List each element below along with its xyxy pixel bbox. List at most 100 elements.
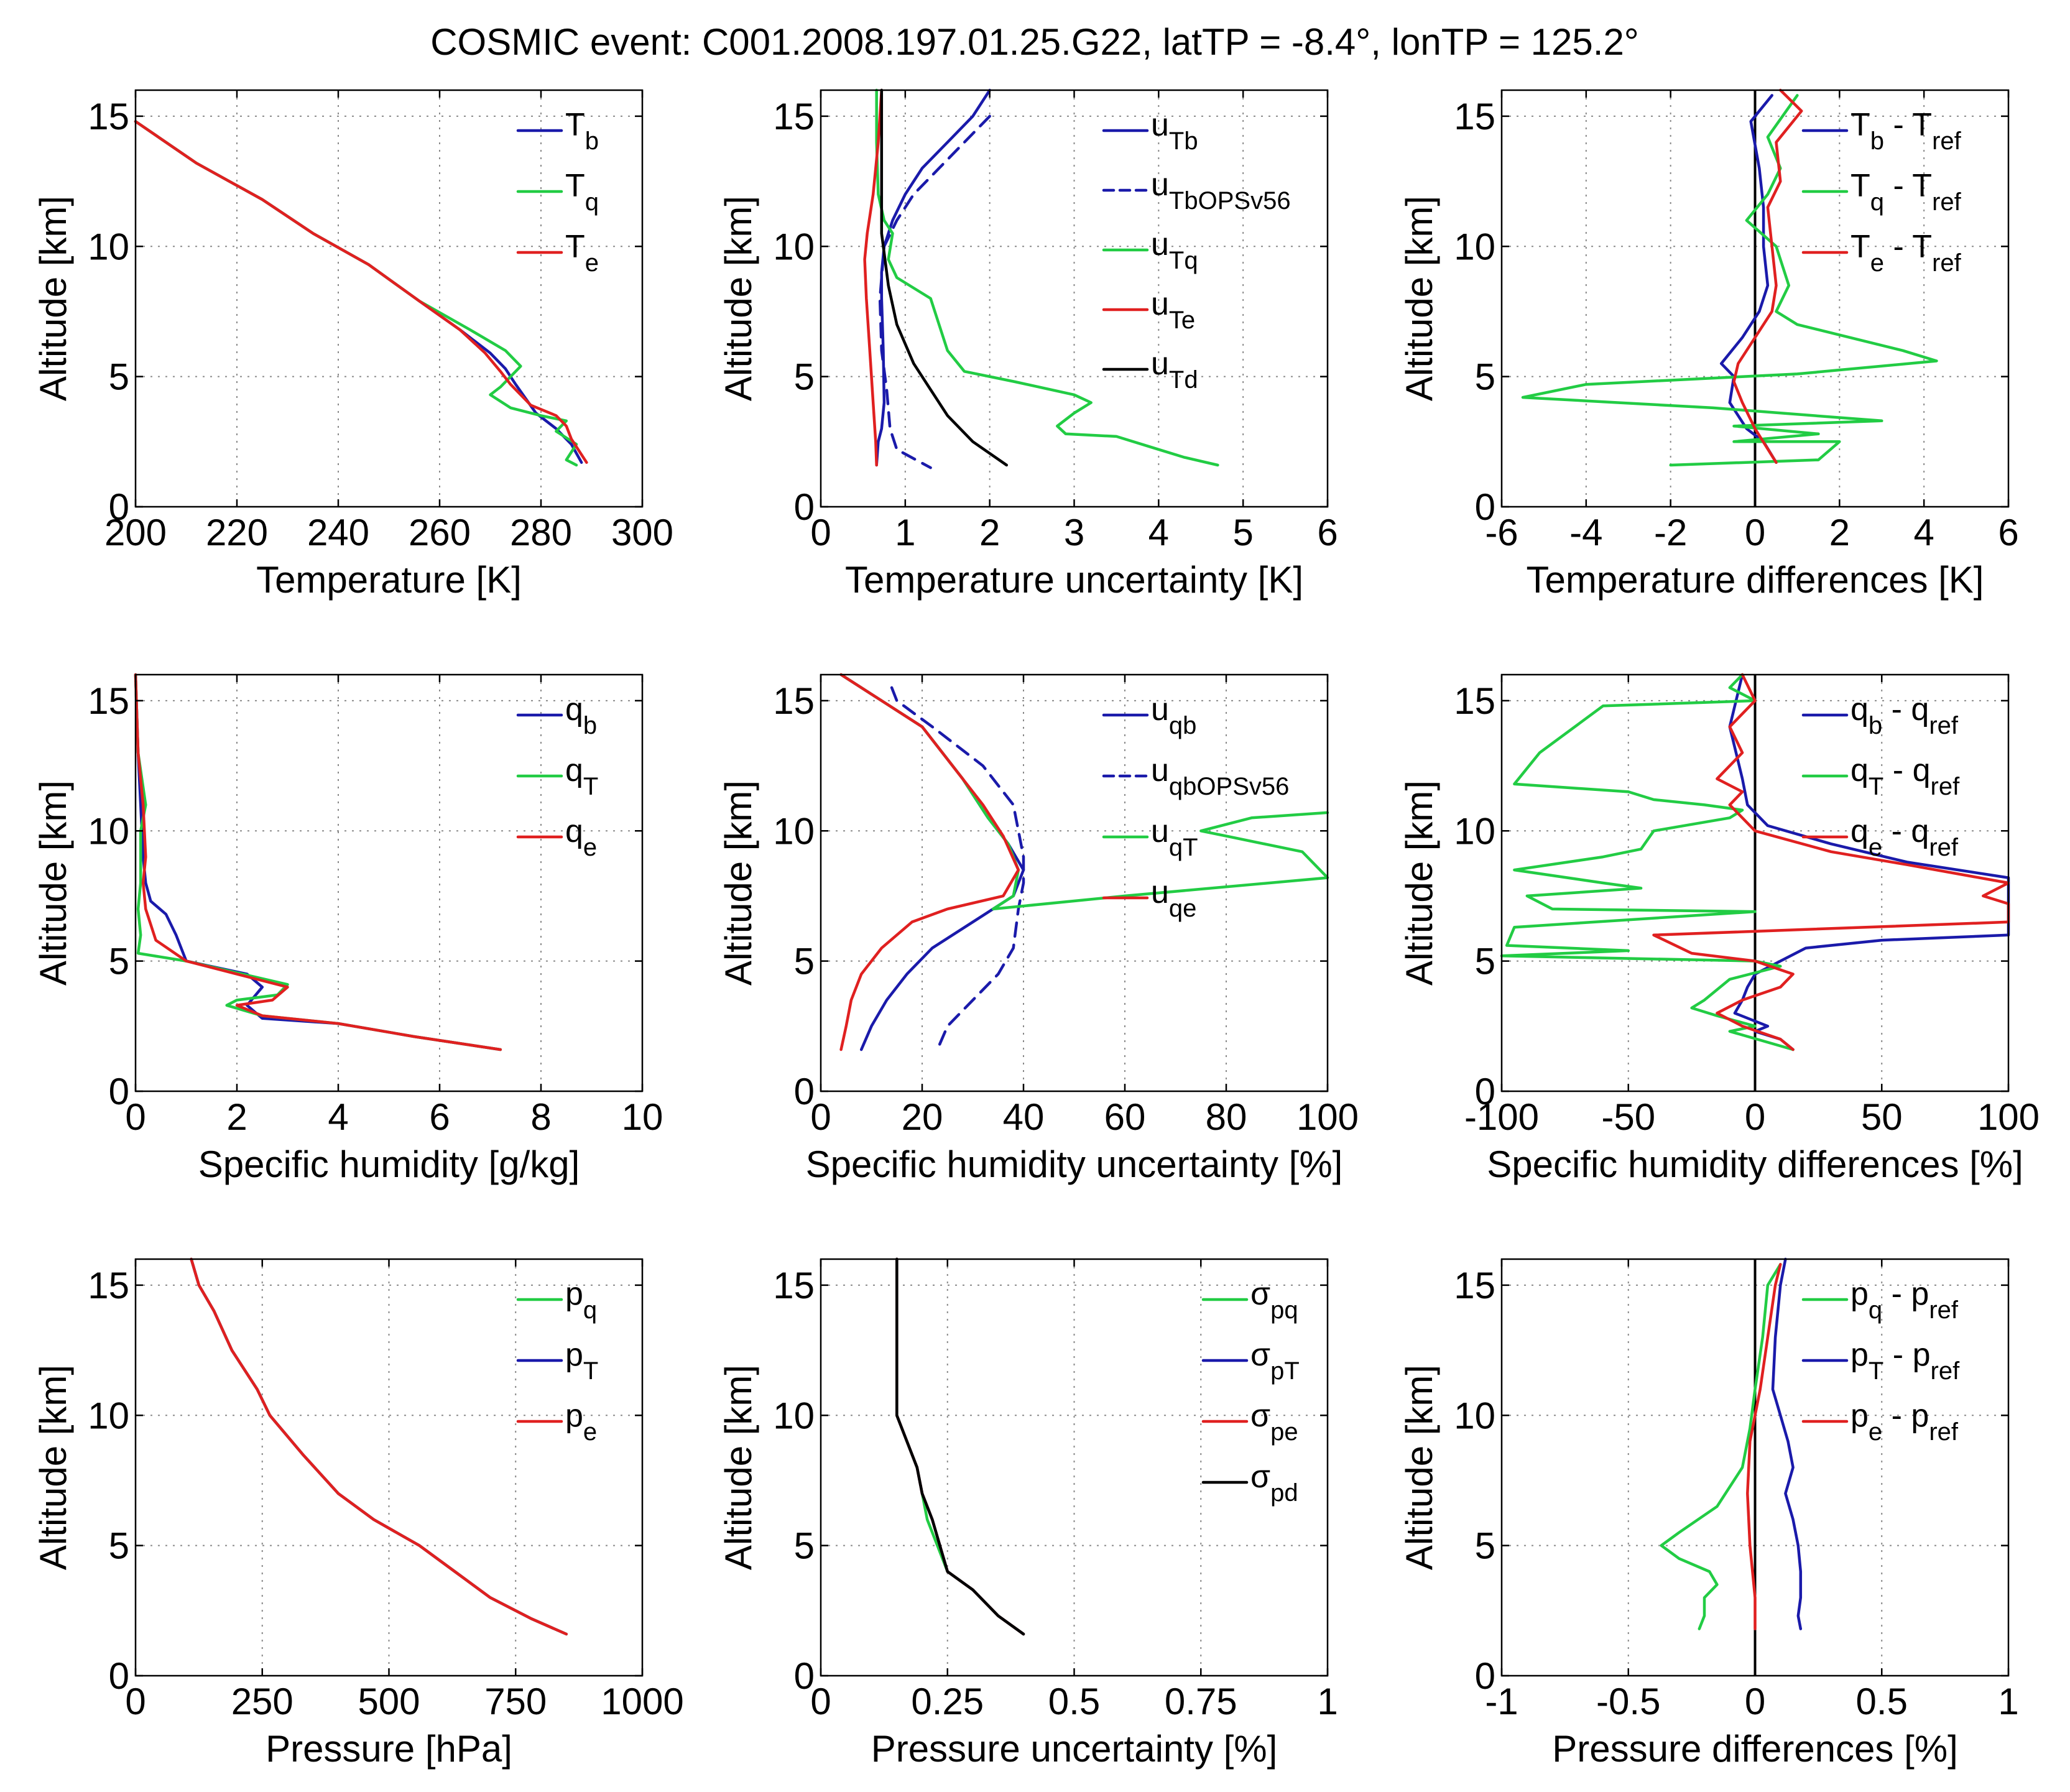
legend-label: uTb (1151, 107, 1198, 155)
series-line-u-qe (839, 673, 1020, 1051)
legend-label: uTq (1151, 226, 1198, 274)
axes-frame (134, 89, 644, 508)
x-tick-label: -6 (1485, 512, 1518, 553)
y-tick-label: 15 (88, 96, 129, 137)
y-tick-label: 10 (1454, 810, 1495, 852)
x-axis-label: Pressure [hPa] (266, 1728, 512, 1770)
x-tick-label: 0.75 (1165, 1681, 1237, 1722)
y-tick-label: 0 (1475, 1655, 1495, 1697)
y-axis-label: Altitude [km] (1398, 196, 1440, 401)
legend-label: qT (565, 752, 598, 800)
y-tick-label: 5 (1475, 941, 1495, 982)
y-tick-label: 0 (794, 1655, 815, 1697)
x-axis-label: Pressure uncertainty [%] (871, 1728, 1278, 1770)
y-tick-label: 10 (1454, 1395, 1495, 1436)
y-tick-label: 5 (109, 1525, 129, 1567)
x-tick-label: 4 (1913, 512, 1934, 553)
legend: pq pT pe (516, 1276, 598, 1446)
x-tick-label: 0 (1745, 1096, 1765, 1138)
y-tick-label: 5 (794, 941, 815, 982)
x-tick-label: 2 (979, 512, 1000, 553)
panel-2: 0 1 2 3 4 5 6 0 5 10 15 Temperature uncertainty [K]… (718, 88, 1338, 601)
x-tick-label: 240 (307, 512, 369, 553)
legend-label: uTbOPSv56 (1151, 167, 1291, 215)
x-tick-label: -0.5 (1596, 1681, 1660, 1722)
legend-label: pe (565, 1398, 597, 1446)
series-line-u-TbOPSv56 (878, 114, 991, 469)
x-tick-label: -100 (1464, 1096, 1539, 1138)
y-tick-label: 10 (88, 226, 129, 267)
legend: Tb - Tref Tq - Tref Te - Tref (1801, 107, 1962, 277)
series-line-sigma-pd (895, 1257, 1025, 1636)
panel-6: -100 -50 0 50 100 0 5 10 15 Specific humidity dif… (1398, 673, 2040, 1185)
x-tick-label: 0 (810, 1681, 831, 1722)
x-tick-label: 6 (429, 1096, 450, 1138)
x-tick-label: 250 (231, 1681, 293, 1722)
legend: Tb Tq Te (516, 107, 599, 277)
x-axis-label: Temperature [K] (256, 559, 522, 601)
x-tick-label: 20 (902, 1096, 943, 1138)
x-tick-label: -2 (1654, 512, 1687, 553)
axes-frame (134, 673, 644, 1092)
series-line-p-e (1746, 1263, 1782, 1630)
panel-4: 0 2 4 6 8 10 0 5 10 15 Specific humidity [g/kg] Alt… (32, 673, 663, 1185)
x-axis-label: Pressure differences [%] (1552, 1728, 1958, 1770)
legend-label: σpT (1250, 1337, 1300, 1385)
x-tick-label: -4 (1569, 512, 1602, 553)
x-tick-label: 0 (810, 1096, 831, 1138)
y-tick-label: 15 (88, 1265, 129, 1306)
legend-label: qe (565, 813, 597, 861)
y-tick-label: 10 (773, 810, 815, 852)
y-tick-label: 0 (1475, 486, 1495, 528)
legend-label: qT - qref (1851, 752, 1960, 800)
y-tick-label: 5 (1475, 356, 1495, 398)
legend-label: uqT (1151, 813, 1198, 861)
x-tick-label: 750 (484, 1681, 547, 1722)
y-tick-label: 5 (794, 1525, 815, 1567)
y-tick-label: 10 (773, 1395, 815, 1436)
legend-label: pT - pref (1851, 1337, 1960, 1385)
legend-label: σpq (1250, 1276, 1298, 1324)
x-tick-label: 60 (1104, 1096, 1146, 1138)
y-tick-label: 15 (773, 680, 815, 722)
y-tick-label: 5 (1475, 1525, 1495, 1567)
x-tick-label: 200 (104, 512, 167, 553)
y-axis-label: Altitude [km] (718, 1365, 759, 1570)
legend-label: Tb - Tref (1851, 107, 1962, 155)
x-axis-label: Specific humidity differences [%] (1487, 1143, 2023, 1185)
panel-5: 0 20 40 60 80 100 0 5 10 15 Specific humidity unce… (718, 673, 1359, 1185)
y-axis-label: Altitude [km] (718, 196, 759, 401)
plot-area (136, 90, 642, 507)
x-tick-label: 1 (1317, 1681, 1338, 1722)
x-tick-label: 260 (409, 512, 471, 553)
legend: qb qT qe (516, 691, 598, 861)
legend-label: uTe (1151, 286, 1195, 334)
x-tick-label: 8 (530, 1096, 551, 1138)
plot-area (821, 1259, 1328, 1676)
y-tick-label: 10 (1454, 226, 1495, 267)
series-line-T-e (134, 120, 588, 464)
legend-label: qe - qref (1851, 813, 1959, 861)
y-tick-label: 10 (773, 226, 815, 267)
legend: qb - qref qT - qref qe - qref (1801, 691, 1960, 861)
x-tick-label: -50 (1601, 1096, 1655, 1138)
y-axis-label: Altitude [km] (32, 780, 74, 986)
y-tick-label: 15 (1454, 1265, 1495, 1306)
x-axis-label: Temperature uncertainty [K] (845, 559, 1303, 601)
legend: pq - pref pT - pref pe - pref (1801, 1276, 1960, 1446)
legend-label: uTd (1151, 346, 1198, 394)
legend-label: Te - Tref (1851, 229, 1962, 277)
y-tick-label: 0 (794, 486, 815, 528)
x-tick-label: 6 (1998, 512, 2018, 553)
y-tick-label: 15 (773, 96, 815, 137)
legend: σpq σpT σpe σpd (1201, 1276, 1300, 1507)
x-tick-label: 500 (358, 1681, 420, 1722)
series-line-q-b (1728, 673, 2010, 1051)
y-tick-label: 5 (794, 356, 815, 398)
x-tick-label: 1000 (601, 1681, 683, 1722)
series-line-u-Tq (875, 88, 1219, 467)
legend: uTb uTbOPSv56 uTq uTe uTd (1102, 107, 1291, 394)
x-tick-label: 4 (1148, 512, 1169, 553)
x-tick-label: 220 (206, 512, 268, 553)
